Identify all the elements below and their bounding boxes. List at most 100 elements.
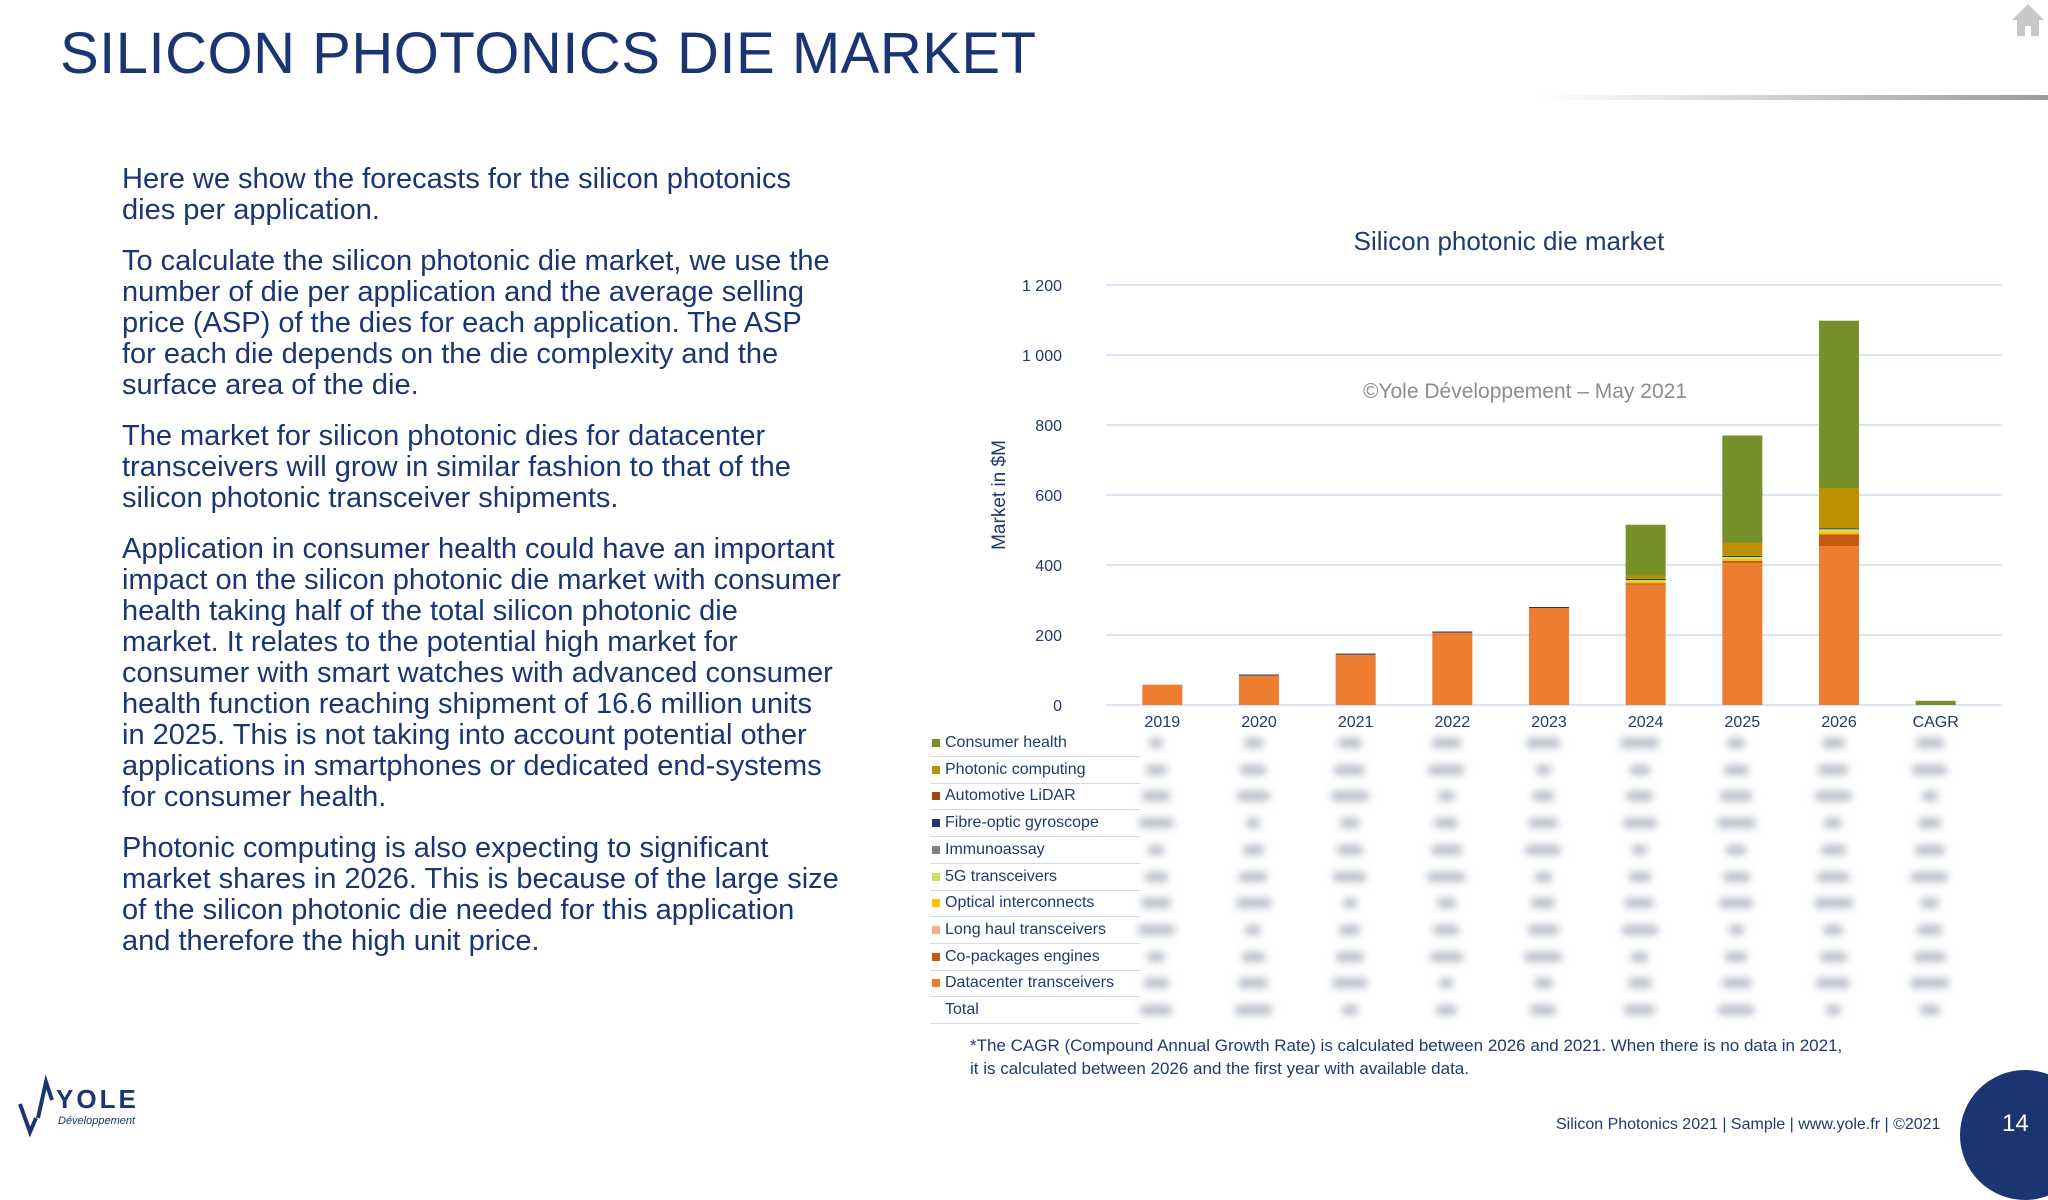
logo-subtext: Développement [58,1115,136,1127]
blurred-cell [1527,924,1559,935]
legend-swatch [932,845,940,854]
legend-label: Consumer health [945,734,1067,751]
blurred-cell [1621,924,1658,935]
paragraph: Photonic computing is also expecting to … [122,832,839,957]
home-icon[interactable] [2008,0,2048,40]
blurred-cell [1436,898,1456,909]
blurred-cell [1813,898,1853,909]
stacked-bar-chart: Silicon photonic die market 0 200 400 600 800… [989,226,2002,730]
table-row-label: Automotive LiDAR [930,783,1140,811]
table-row-label: 5G transceivers [930,864,1140,891]
blurred-cell [1622,818,1657,829]
x-tick-label: 2023 [1531,714,1567,730]
blurred-cell [1431,738,1461,748]
legend-label: Long haul transceivers [945,920,1106,938]
blurred-cell [1530,1005,1556,1015]
x-tick-label: 2026 [1821,714,1857,730]
body-text: Here we show the forecasts for the silic… [122,164,842,977]
table-row-label: Optical interconnects [930,890,1140,918]
blurred-cell [1718,1005,1755,1015]
blurred-cell [1531,898,1555,909]
blurred-cell [1818,764,1848,775]
blurred-cell [1821,738,1845,748]
blurred-values-row [1140,757,2048,783]
blurred-values-row [1140,890,2048,916]
bar-segment-datacenter-transceivers [1335,654,1376,705]
blurred-cell [1330,791,1369,802]
bar-segment-optical-interconnects [1722,558,1763,561]
legend-swatch [932,925,940,934]
bar-segment-5g-transceivers [1625,580,1666,582]
bar-segment-co-packages-engines [1722,560,1763,563]
blurred-cell [1143,978,1169,989]
blurred-cell [1910,978,1950,989]
bar-segment-5g-transceivers [1819,529,1859,532]
bar-segment-photonic-computing [1819,488,1859,529]
blurred-cell [1824,818,1842,829]
blurred-cell [1234,1005,1272,1015]
blurred-cell [1240,764,1266,775]
page-title: SILICON PHOTONICS DIE MARKET [60,21,1037,86]
blurred-cell [1629,764,1650,775]
legend-label: Fibre-optic gyroscope [945,814,1099,832]
blurred-cell [1526,738,1560,748]
blurred-cell [1819,951,1847,962]
blurred-cell [1918,818,1942,829]
legend-swatch [932,952,940,961]
bar-segment-datacenter-transceivers [1529,608,1569,705]
blurred-cell [1342,898,1357,909]
y-tick-label: 400 [1035,558,1062,575]
paragraph: The market for silicon photonic dies for… [122,420,791,514]
blurred-cell [1719,898,1754,909]
blurred-cell [1534,871,1552,882]
blurred-cell [1917,924,1943,935]
bar-segment-fibre-optic-gyroscope [1529,607,1569,609]
blurred-cell [1823,924,1843,935]
bar-segment-consumer-health [1722,435,1763,543]
blurred-cell [1728,924,1744,935]
y-tick-label: 600 [1035,488,1062,505]
bar-segment-fibre-optic-gyroscope [1819,528,1859,530]
blurred-cell [1716,818,1756,829]
legend-label: Photonic computing [945,760,1086,778]
footnote-line: *The CAGR (Compound Annual Growth Rate) … [970,1036,1843,1055]
blurred-cell [1433,924,1460,935]
blurred-cell [1238,978,1268,989]
paragraph: Application in consumer health could hav… [122,533,841,813]
blurred-cell [1721,978,1751,989]
blurred-cell [1535,764,1551,775]
blurred-cell [1525,844,1561,855]
blurred-cell [1337,738,1362,748]
blurred-cell [1620,738,1660,748]
blurred-values-row [1140,864,2048,890]
legend-label: Co-packages engines [945,947,1100,965]
blurred-cell [1145,764,1167,775]
blurred-cell [1624,1005,1656,1015]
chart-area: Silicon photonic die market 0 200 400 600 800… [920,210,2048,1110]
legend-label: Optical interconnects [945,894,1095,912]
blurred-cell [1915,738,1944,748]
bar-segment-datacenter-transceivers [1625,584,1666,705]
bar-segment-fibre-optic-gyroscope [1722,555,1763,557]
blurred-cell [1235,898,1271,909]
blurred-cell [1434,818,1459,829]
blurred-cell [1428,764,1465,775]
blurred-cell [1528,818,1558,829]
blurred-cell [1430,844,1462,855]
paragraph: To calculate the silicon photonic die ma… [122,245,830,401]
blurred-cell [1141,898,1172,909]
blurred-cell [1723,764,1749,775]
legend-swatch [932,899,940,908]
bar-segment-fibre-optic-gyroscope [1335,653,1376,655]
table-row-label: Co-packages engines [930,944,1140,971]
legend-swatch [932,792,940,801]
legend-label: Automotive LiDAR [945,787,1076,805]
blurred-cell [1725,951,1748,962]
blurred-cell [1524,951,1562,962]
legend-swatch [932,979,940,988]
x-tick-label: 2020 [1241,714,1277,730]
bar-segment-photonic-computing [1722,542,1763,556]
y-tick-label: 1 200 [1022,278,1062,295]
blurred-cell [1727,738,1746,748]
blurred-cell [1138,818,1174,829]
